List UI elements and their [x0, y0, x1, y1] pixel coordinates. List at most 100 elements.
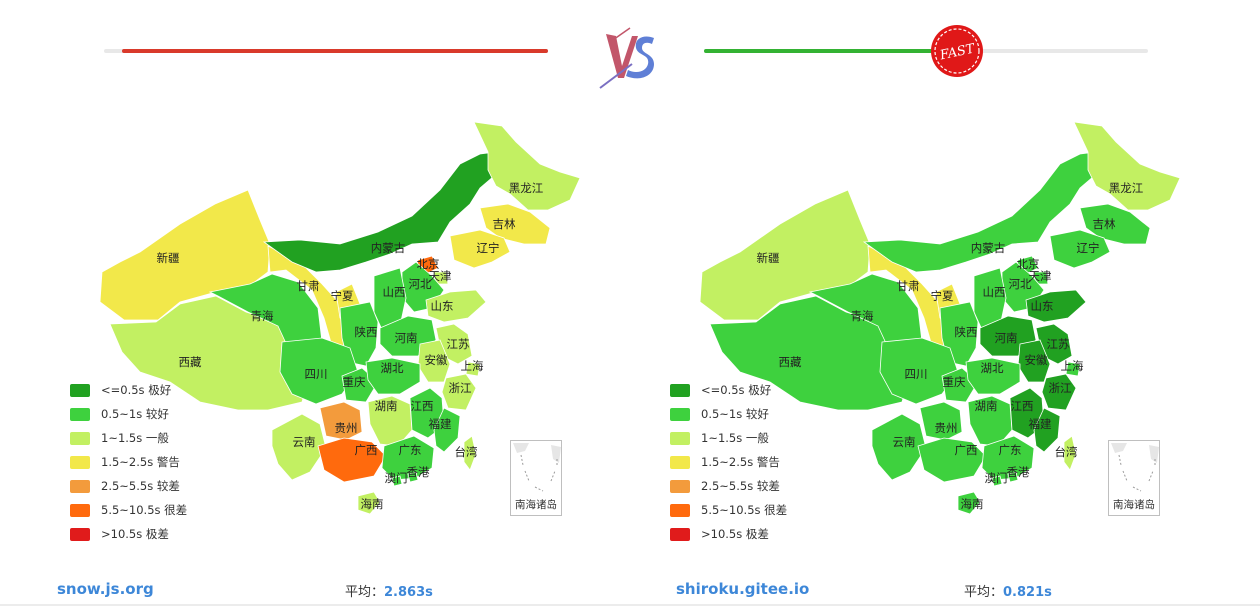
legend-swatch — [670, 455, 690, 469]
province-region[interactable] — [279, 337, 359, 405]
province-label: 河北 — [409, 277, 432, 291]
province-label: 吉林 — [1093, 217, 1116, 231]
province-label: 山东 — [431, 299, 454, 313]
province-region[interactable] — [367, 395, 413, 447]
legend-item[interactable]: <=0.5s 极好 — [70, 378, 187, 402]
legend-item[interactable]: 2.5~5.5s 较差 — [70, 474, 187, 498]
province-region[interactable] — [262, 151, 509, 273]
vs-logo-icon — [599, 27, 654, 89]
province-label: 山西 — [983, 285, 1006, 299]
average-value-right: 0.821s — [1003, 585, 1052, 600]
site-name-right[interactable]: shiroku.gitee.io — [676, 580, 810, 598]
province-label: 贵州 — [335, 421, 358, 435]
legend-label: 0.5~1s 较好 — [701, 407, 769, 421]
province-label: 河南 — [995, 331, 1018, 345]
legend-item[interactable]: >10.5s 极差 — [70, 522, 187, 546]
province-region[interactable] — [357, 491, 381, 515]
province-region[interactable] — [879, 337, 959, 405]
province-region[interactable] — [1063, 435, 1077, 471]
province-label: 江苏 — [447, 337, 470, 351]
province-region[interactable] — [1073, 121, 1180, 211]
province-label: 安徽 — [425, 353, 448, 367]
fast-stamp-icon: FAST — [931, 25, 983, 77]
legend-swatch — [70, 479, 90, 493]
province-region[interactable] — [981, 435, 1035, 481]
province-label: 海南 — [361, 497, 384, 511]
province-label: 西藏 — [779, 355, 802, 369]
province-region[interactable] — [1041, 373, 1077, 411]
south-sea-islands-icon — [1111, 443, 1159, 492]
legend-item[interactable]: 2.5~5.5s 较差 — [670, 474, 787, 498]
speed-bar-right-fill — [704, 49, 935, 53]
legend-item[interactable]: 1~1.5s 一般 — [670, 426, 787, 450]
legend-item[interactable]: <=0.5s 极好 — [670, 378, 787, 402]
legend-right: <=0.5s 极好 0.5~1s 较好 1~1.5s 一般 1.5~2.5s 警告 2.… — [670, 378, 787, 546]
province-label: 四川 — [905, 367, 928, 381]
province-label: 西藏 — [179, 355, 202, 369]
province-region[interactable] — [479, 203, 551, 245]
legend-item[interactable]: 5.5~10.5s 很差 — [70, 498, 187, 522]
province-region[interactable] — [319, 401, 363, 441]
province-region[interactable] — [1025, 289, 1087, 323]
province-region[interactable] — [919, 401, 963, 441]
province-label: 重庆 — [343, 375, 366, 389]
average-label: 平均： — [345, 585, 385, 600]
legend-item[interactable]: 1.5~2.5s 警告 — [670, 450, 787, 474]
legend-swatch — [70, 455, 90, 469]
province-region[interactable] — [1007, 471, 1019, 483]
legend-item[interactable]: 0.5~1s 较好 — [70, 402, 187, 426]
province-region[interactable] — [463, 435, 477, 471]
province-region[interactable] — [317, 437, 387, 483]
province-region[interactable] — [425, 289, 487, 323]
province-label: 安徽 — [1025, 353, 1048, 367]
province-label: 江苏 — [1047, 337, 1070, 351]
province-region[interactable] — [991, 475, 1003, 487]
inset-label: 南海诸岛 — [1113, 499, 1155, 511]
province-region[interactable] — [381, 435, 435, 481]
legend-left: <=0.5s 极好 0.5~1s 较好 1~1.5s 一般 1.5~2.5s 警告 2.… — [70, 378, 187, 546]
legend-label: 5.5~10.5s 很差 — [101, 503, 188, 517]
legend-swatch — [670, 503, 690, 517]
province-label: 福建 — [429, 417, 452, 431]
legend-item[interactable]: 1~1.5s 一般 — [70, 426, 187, 450]
province-label: 澳门 — [385, 471, 408, 485]
province-region[interactable] — [917, 437, 987, 483]
province-region[interactable] — [862, 151, 1109, 273]
legend-label: 0.5~1s 较好 — [101, 407, 169, 421]
province-region[interactable] — [407, 471, 419, 483]
province-region[interactable] — [365, 357, 421, 395]
legend-item[interactable]: >10.5s 极差 — [670, 522, 787, 546]
province-label: 河南 — [395, 331, 418, 345]
province-region[interactable] — [441, 373, 477, 411]
province-region[interactable] — [967, 395, 1013, 447]
province-label: 河北 — [1009, 277, 1032, 291]
site-name-left[interactable]: snow.js.org — [57, 580, 154, 598]
legend-item[interactable]: 0.5~1s 较好 — [670, 402, 787, 426]
province-region[interactable] — [473, 121, 580, 211]
speed-bar-left-fill — [121, 49, 548, 53]
province-region[interactable] — [1079, 203, 1151, 245]
province-region[interactable] — [957, 491, 981, 515]
province-label: 新疆 — [757, 251, 780, 265]
province-label: 香港 — [407, 465, 430, 479]
province-region[interactable] — [391, 475, 403, 487]
province-region[interactable] — [271, 413, 327, 481]
province-region[interactable] — [1033, 407, 1061, 453]
province-label: 贵州 — [935, 421, 958, 435]
province-label: 湖北 — [381, 361, 404, 375]
province-region[interactable] — [1065, 361, 1081, 377]
speed-bar-left — [104, 49, 548, 53]
province-region[interactable] — [1049, 229, 1111, 269]
legend-swatch — [670, 407, 690, 421]
province-region[interactable] — [433, 407, 461, 453]
province-region[interactable] — [965, 357, 1021, 395]
province-region[interactable] — [449, 229, 511, 269]
legend-swatch — [670, 383, 690, 397]
south-china-sea-inset-right: 南海诸岛 — [1108, 440, 1160, 516]
legend-item[interactable]: 5.5~10.5s 很差 — [670, 498, 787, 522]
province-region[interactable] — [465, 361, 481, 377]
province-region[interactable] — [871, 413, 927, 481]
legend-item[interactable]: 1.5~2.5s 警告 — [70, 450, 187, 474]
